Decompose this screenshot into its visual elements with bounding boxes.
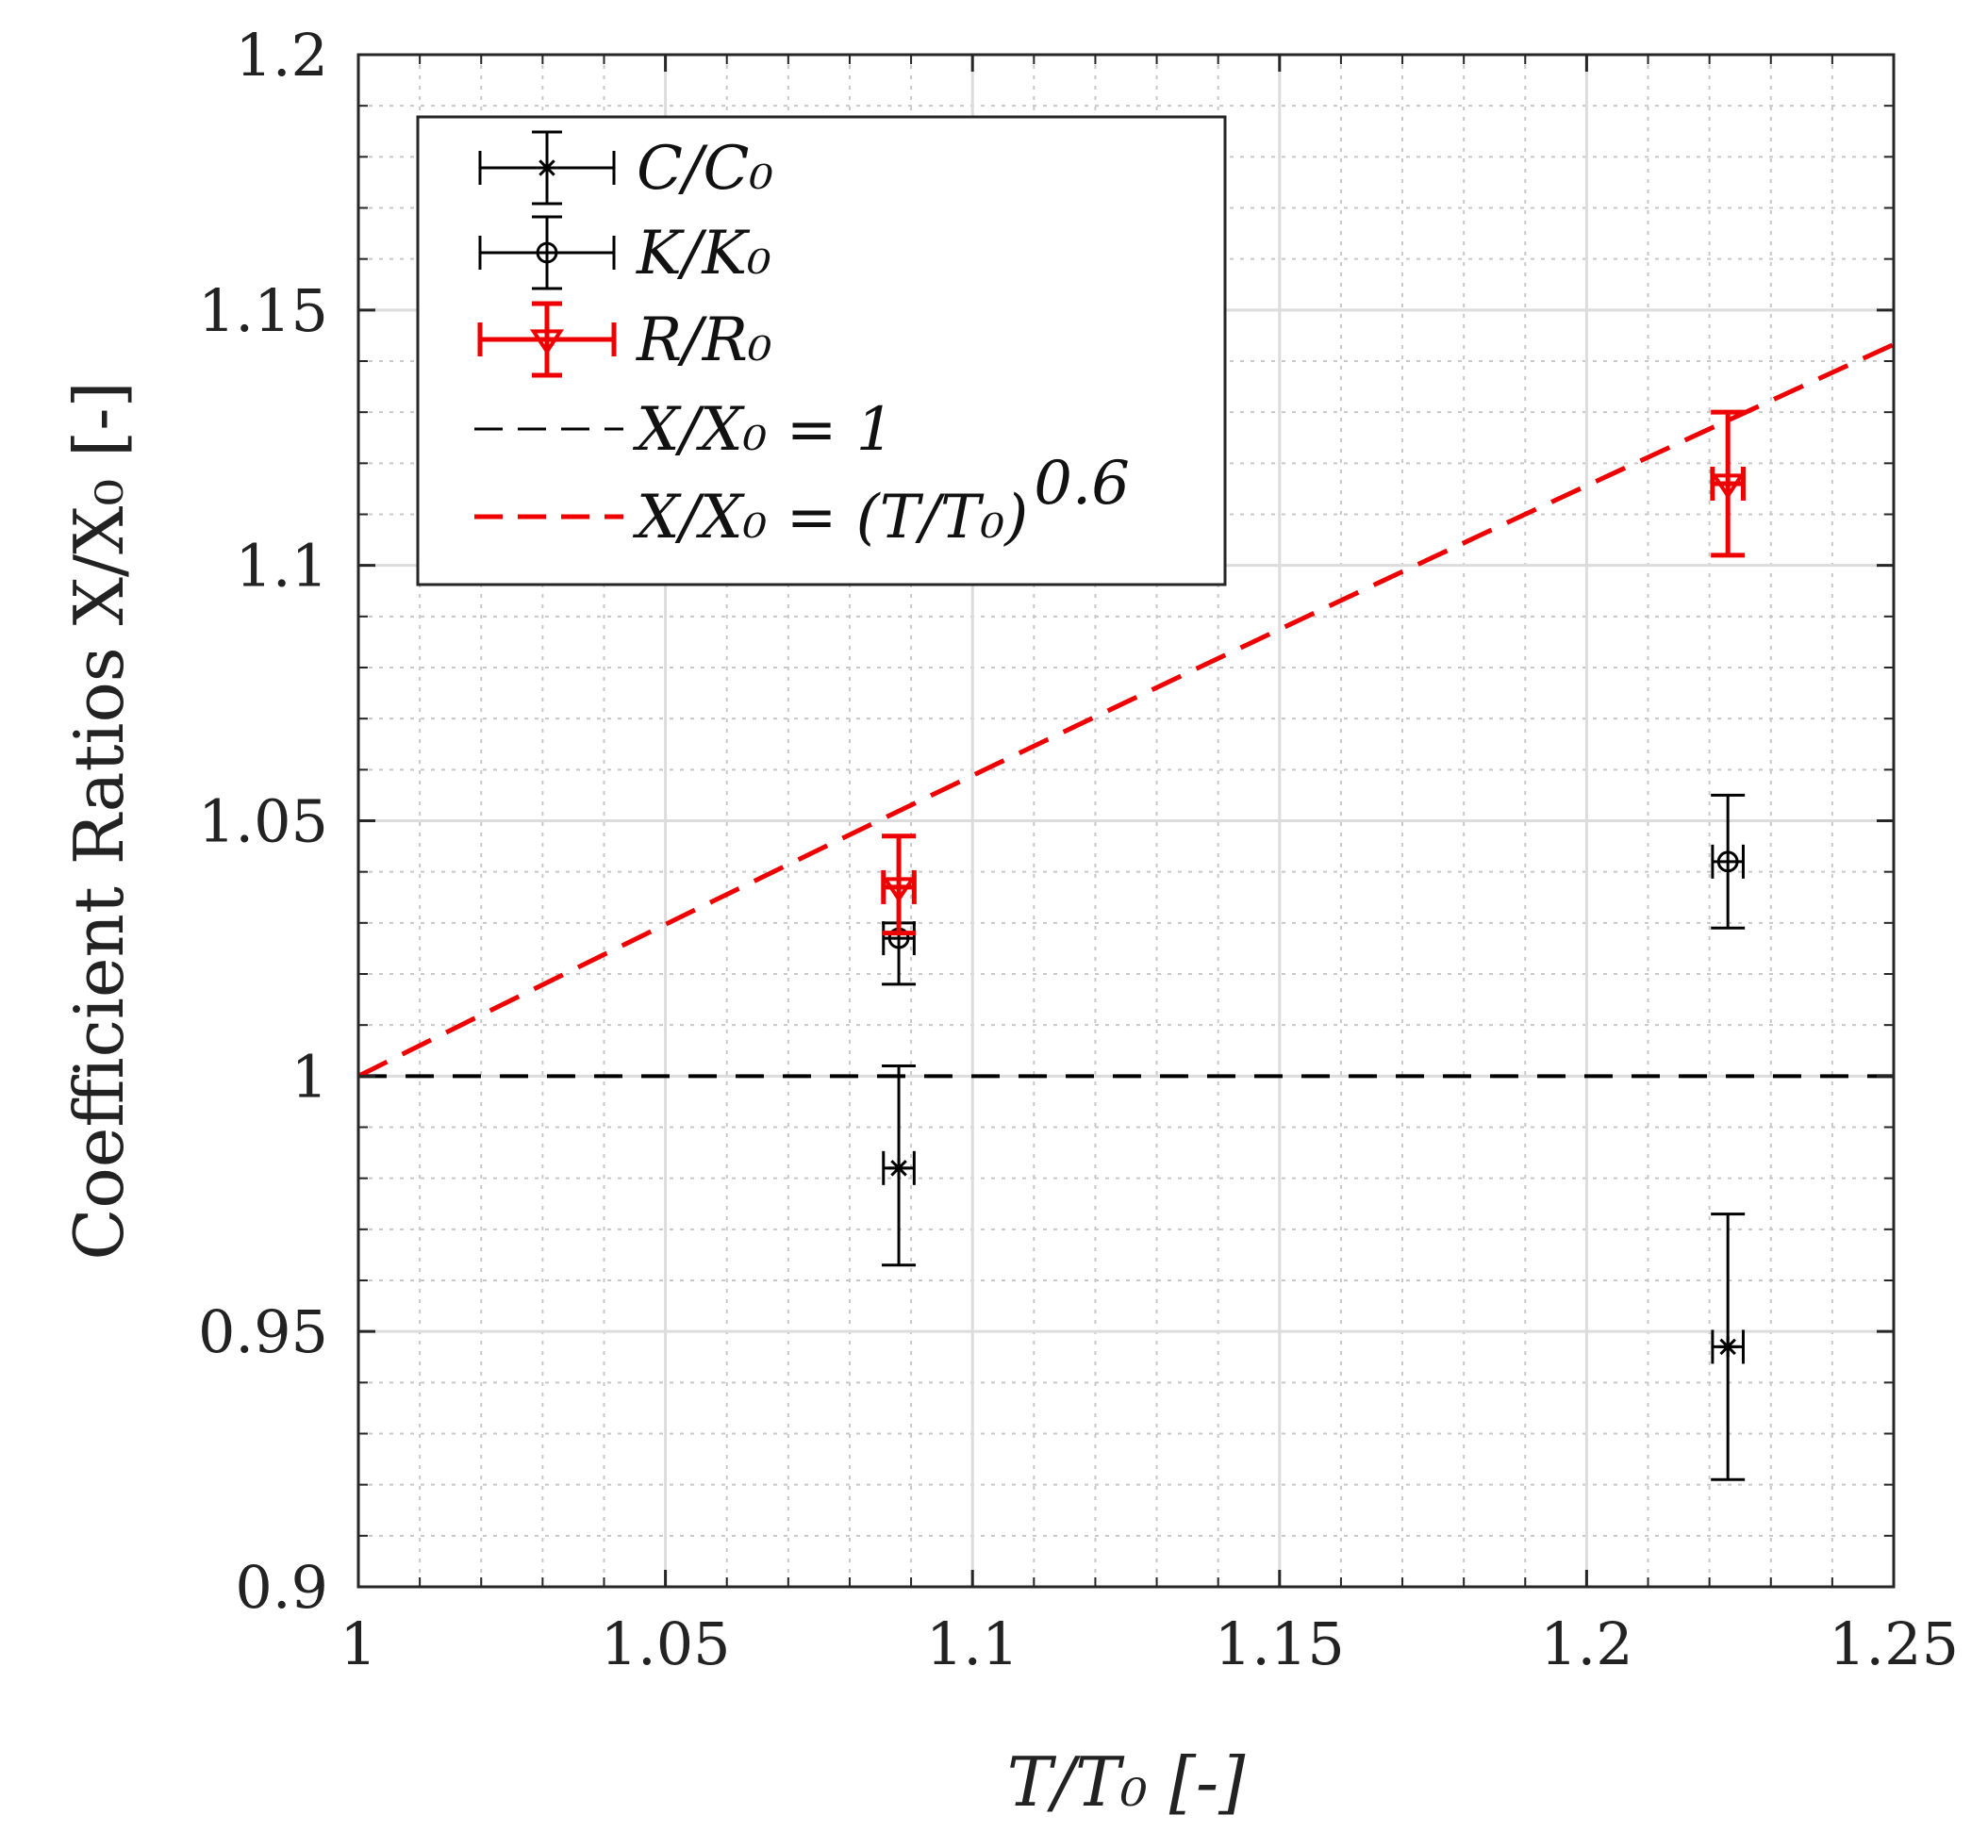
x-tick-label: 1.05 [601,1609,731,1678]
data-point [882,1064,917,1267]
x-tick-label: 1.1 [926,1609,1019,1678]
marker-circle [1716,850,1739,873]
marker-triangle-down [882,877,917,903]
marker-stroke [1719,1338,1736,1356]
marker-circle [536,241,558,264]
axis-ticks [356,53,1896,1589]
marker-stroke [890,1160,907,1177]
data-point [1711,793,1746,930]
data-point [881,833,917,936]
legend-ref-entry-1: X/X₀ = (T/T₀) 0.6 [474,449,1130,553]
tick-labels: 1 1.05 1.1 1.15 1.2 1.25 0.9 0.95 1 1.05 1.1 1.15 1.… [198,21,1959,1678]
series-0 [882,1064,1746,1481]
legend-label-exponent: 0.6 [1034,449,1130,519]
marker-asterisk [888,1157,910,1179]
marker-asterisk [537,157,557,178]
legend: C/C₀K/K₀R/R₀X/X₀ = 1X/X₀ = (T/T₀) 0.6 [416,115,1227,586]
data-point [1710,409,1746,558]
marker-triangle-down [1711,473,1746,500]
x-tick-label: 1.25 [1829,1609,1959,1678]
legend-label: X/X₀ = (T/T₀) [632,483,1028,553]
legend-label: R/R₀ [636,305,772,375]
x-tick-label: 1 [340,1609,376,1678]
legend-label: X/X₀ = 1 [632,395,894,465]
y-tick-label: 1.2 [235,21,328,90]
y-tick-label: 1.05 [198,787,328,856]
y-tick-label: 0.9 [235,1553,328,1622]
legend-entry-2: R/R₀ [477,301,772,378]
reference-lines [356,342,1896,1079]
y-tick-label: 1 [291,1042,328,1111]
legend-entry-1: K/K₀ [478,215,771,290]
marker-stroke [538,159,555,176]
y-tick-label: 1.1 [235,532,328,601]
legend-entry-0: C/C₀ [478,130,773,206]
data-point [1711,1213,1746,1481]
marker-triangle-down [529,329,565,355]
y-tick-label: 0.95 [198,1297,328,1366]
marker-asterisk [1717,1336,1739,1358]
y-tick-label: 1.15 [198,276,328,345]
reference-line-power [356,342,1896,1079]
x-tick-label: 1.2 [1540,1609,1633,1678]
legend-ref-entry-0: X/X₀ = 1 [474,395,894,465]
legend-label: K/K₀ [636,219,771,289]
series-layer [881,409,1746,1481]
series-2 [881,409,1746,936]
x-axis-label: T/T₀ [-] [1007,1742,1246,1822]
legend-label: C/C₀ [637,134,773,204]
y-axis-label: Coefficient Ratios X/X₀ [-] [59,381,139,1260]
x-tick-label: 1.15 [1215,1609,1345,1678]
legend-box [416,115,1227,586]
